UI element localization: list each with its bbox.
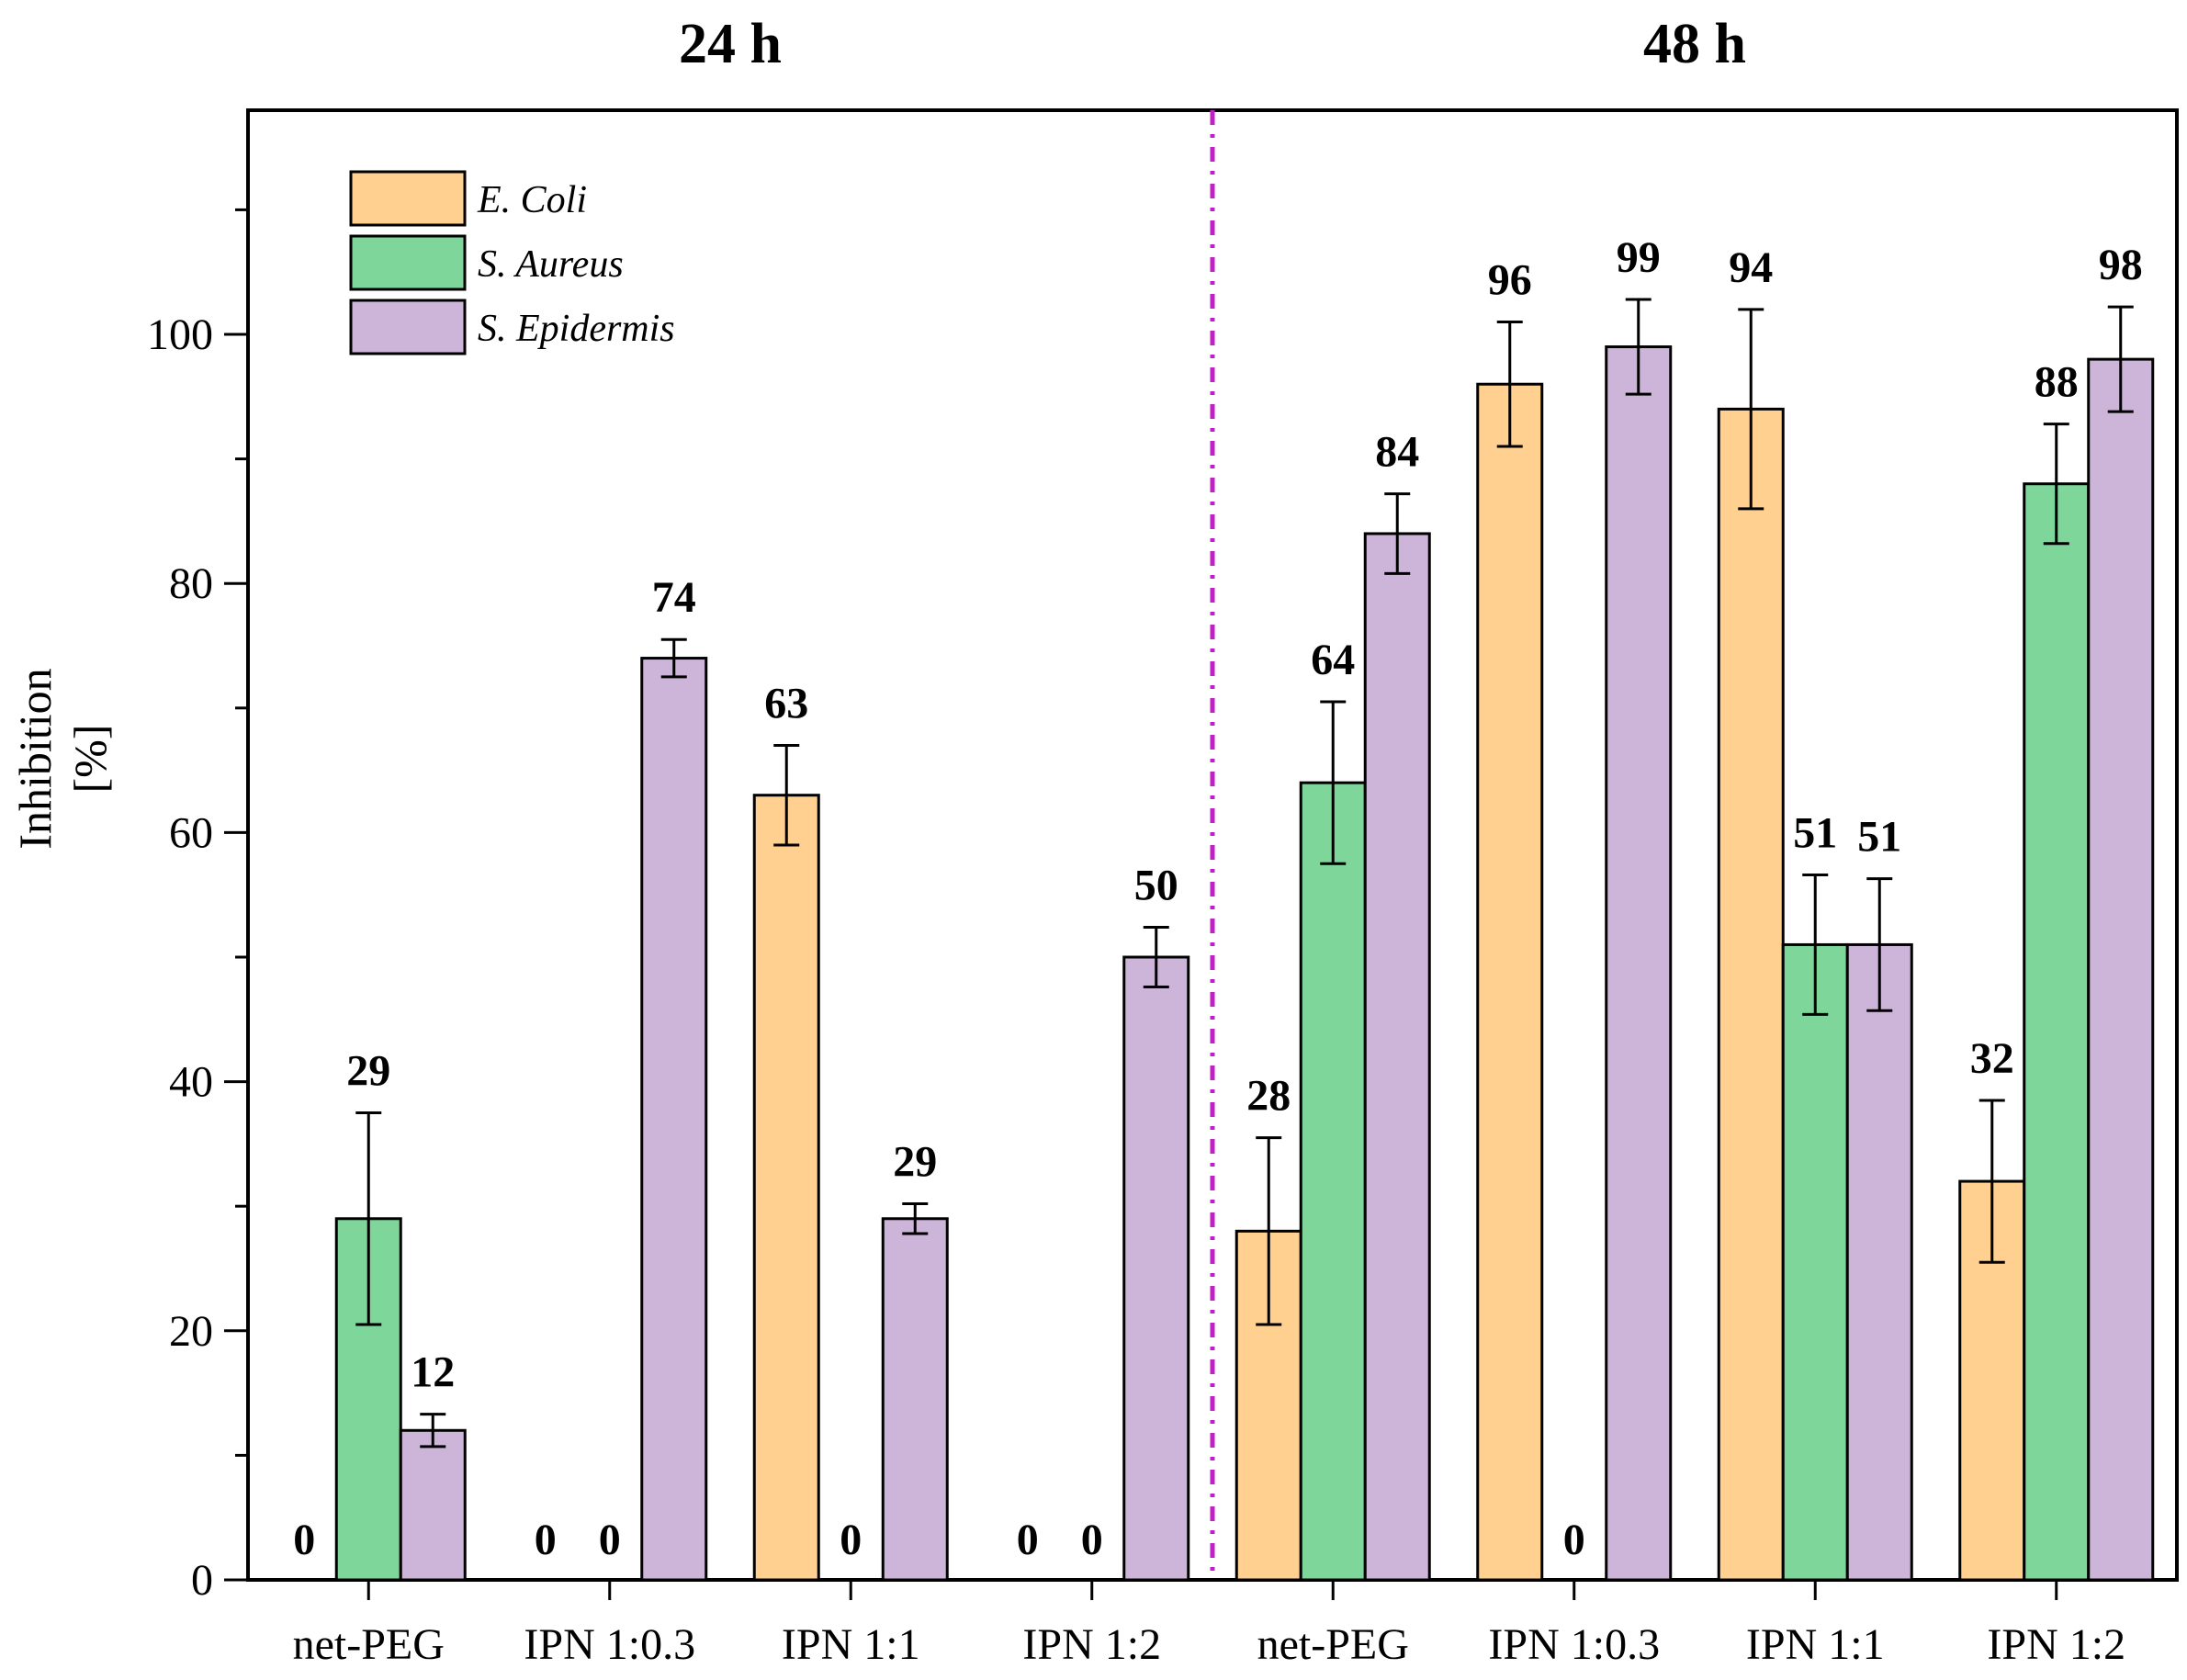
legend-swatch: [349, 234, 467, 291]
bar[interactable]: [752, 794, 820, 1582]
data-label: 84: [1375, 428, 1419, 477]
bar[interactable]: [1299, 781, 1367, 1582]
bar[interactable]: [399, 1428, 467, 1582]
bar[interactable]: [1717, 407, 1785, 1582]
legend-swatch: [349, 170, 467, 227]
bar[interactable]: [640, 657, 708, 1582]
bar[interactable]: [1605, 345, 1673, 1582]
data-label: 51: [1857, 813, 1901, 862]
bar[interactable]: [1476, 382, 1544, 1582]
x-tick-label: IPN 1:2: [1022, 1620, 1161, 1669]
data-label: 32: [1970, 1034, 2014, 1083]
y-tick-label: 60: [169, 808, 213, 857]
y-tick-label: 0: [191, 1556, 213, 1605]
data-label: 0: [1081, 1516, 1103, 1564]
bar[interactable]: [1122, 955, 1190, 1582]
panel-title: 24 h: [679, 13, 782, 75]
bar[interactable]: [1781, 942, 1849, 1582]
bar[interactable]: [1845, 942, 1913, 1582]
y-axis-label-unit: [%]: [64, 725, 116, 794]
data-label: 99: [1617, 233, 1661, 282]
data-label: 0: [535, 1516, 557, 1564]
legend-swatch: [349, 299, 467, 355]
y-axis-label: Inhibition: [9, 668, 61, 849]
data-label: 51: [1793, 809, 1837, 858]
data-label: 0: [599, 1516, 621, 1564]
legend-label: S. Aureus: [478, 243, 624, 286]
data-label: 0: [1563, 1516, 1585, 1564]
data-label: 63: [764, 679, 808, 727]
legend-label: E. Coli: [477, 179, 587, 221]
y-tick-label: 20: [169, 1307, 213, 1356]
data-label: 0: [840, 1516, 862, 1564]
data-label: 64: [1311, 636, 1355, 684]
data-label: 0: [1017, 1516, 1039, 1564]
data-label: 29: [346, 1047, 390, 1096]
bar[interactable]: [2087, 357, 2155, 1582]
data-label: 50: [1134, 861, 1178, 909]
y-tick-label: 80: [169, 559, 213, 608]
data-label: 0: [293, 1516, 315, 1564]
bar[interactable]: [2023, 482, 2091, 1582]
y-tick-label: 100: [147, 310, 213, 359]
data-label: 29: [893, 1137, 937, 1186]
data-label: 98: [2099, 241, 2143, 289]
x-tick-label: IPN 1:0.3: [524, 1620, 695, 1669]
x-tick-label: IPN 1:0.3: [1488, 1620, 1660, 1669]
data-label: 94: [1729, 243, 1773, 292]
legend-label: S. Epidermis: [478, 308, 675, 350]
x-tick-label: IPN 1:1: [782, 1620, 920, 1669]
data-label: 88: [2035, 358, 2079, 407]
panel-title: 48 h: [1643, 13, 1746, 75]
x-tick-label: net-PEG: [1257, 1620, 1409, 1669]
data-label: 74: [652, 573, 696, 622]
x-tick-label: net-PEG: [293, 1620, 445, 1669]
bar[interactable]: [1363, 532, 1431, 1582]
bar[interactable]: [881, 1217, 949, 1582]
data-label: 28: [1246, 1072, 1291, 1121]
data-label: 96: [1488, 255, 1532, 304]
data-label: 12: [411, 1348, 455, 1397]
x-tick-label: IPN 1:2: [1987, 1620, 2125, 1669]
x-tick-label: IPN 1:1: [1746, 1620, 1885, 1669]
y-tick-label: 40: [169, 1058, 213, 1107]
